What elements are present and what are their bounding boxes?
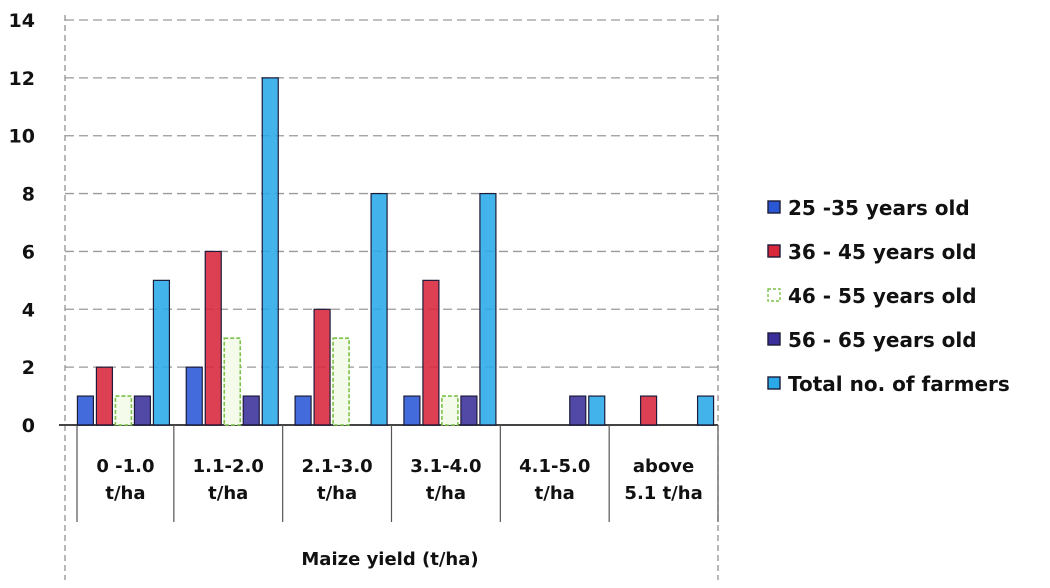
x-tick-label: 2.1-3.0	[301, 456, 372, 477]
y-tick-label: 4	[22, 299, 35, 321]
legend-label: Total no. of farmers	[788, 372, 1010, 396]
x-tick-label: 1.1-2.0	[193, 456, 264, 477]
bar	[479, 192, 497, 426]
legend-label: 36 - 45 years old	[788, 240, 977, 264]
bar	[460, 395, 478, 426]
gridlines	[65, 19, 718, 368]
x-tick-label: 3.1-4.0	[410, 456, 481, 477]
y-tick-labels: 0 2 4 6 8 10 12 14	[9, 10, 35, 437]
bar	[441, 395, 459, 426]
x-tick-label: 5.1 t/ha	[624, 483, 702, 504]
bar	[332, 337, 350, 426]
legend: 25 -35 years old 36 - 45 years old 46 - 55…	[767, 196, 1010, 396]
bar	[223, 337, 242, 426]
bar	[114, 395, 133, 426]
bars	[76, 77, 715, 426]
bar	[588, 395, 606, 426]
bar	[261, 77, 279, 426]
x-tick-label: t/ha	[426, 483, 466, 504]
y-tick-label: 2	[22, 357, 35, 379]
y-tick-label: 8	[22, 184, 35, 206]
y-tick-label: 12	[9, 68, 35, 90]
x-tick-label: t/ha	[105, 483, 145, 504]
x-tick-label: 4.1-5.0	[519, 456, 590, 477]
bar	[403, 395, 421, 426]
bar	[639, 395, 658, 426]
x-tick-label: above	[633, 456, 694, 477]
y-tick-label: 14	[9, 10, 35, 32]
bar	[152, 279, 171, 426]
legend-label: 46 - 55 years old	[788, 284, 977, 308]
bar	[242, 395, 260, 426]
x-category-labels: 0 -1.0 t/ha 1.1-2.0 t/ha 2.1-3.0 t/ha 3.1-4.0 t…	[96, 456, 702, 504]
legend-swatch	[767, 332, 781, 346]
bar	[370, 192, 388, 426]
legend-label: 25 -35 years old	[788, 196, 970, 220]
legend-swatch	[767, 376, 781, 390]
x-tick-label: t/ha	[535, 483, 575, 504]
legend-swatch	[767, 288, 781, 302]
y-tick-label: 0	[22, 415, 35, 437]
bar	[204, 250, 222, 426]
y-tick-label: 6	[22, 241, 35, 263]
bar	[95, 366, 114, 426]
x-tick-label: t/ha	[317, 483, 357, 504]
x-tick-label: t/ha	[208, 483, 248, 504]
legend-swatch	[767, 200, 781, 214]
bar	[185, 366, 203, 426]
bar	[76, 395, 95, 426]
legend-swatch	[767, 244, 781, 258]
legend-label: 56 - 65 years old	[788, 328, 977, 352]
y-tick-label: 10	[9, 126, 35, 148]
bar	[569, 395, 587, 426]
bar	[313, 308, 331, 426]
x-tick-label: 0 -1.0	[96, 456, 154, 477]
bar	[133, 395, 152, 426]
x-axis-label: Maize yield (t/ha)	[301, 549, 478, 570]
bar	[422, 279, 440, 426]
bar	[696, 395, 715, 426]
bar	[294, 395, 312, 426]
